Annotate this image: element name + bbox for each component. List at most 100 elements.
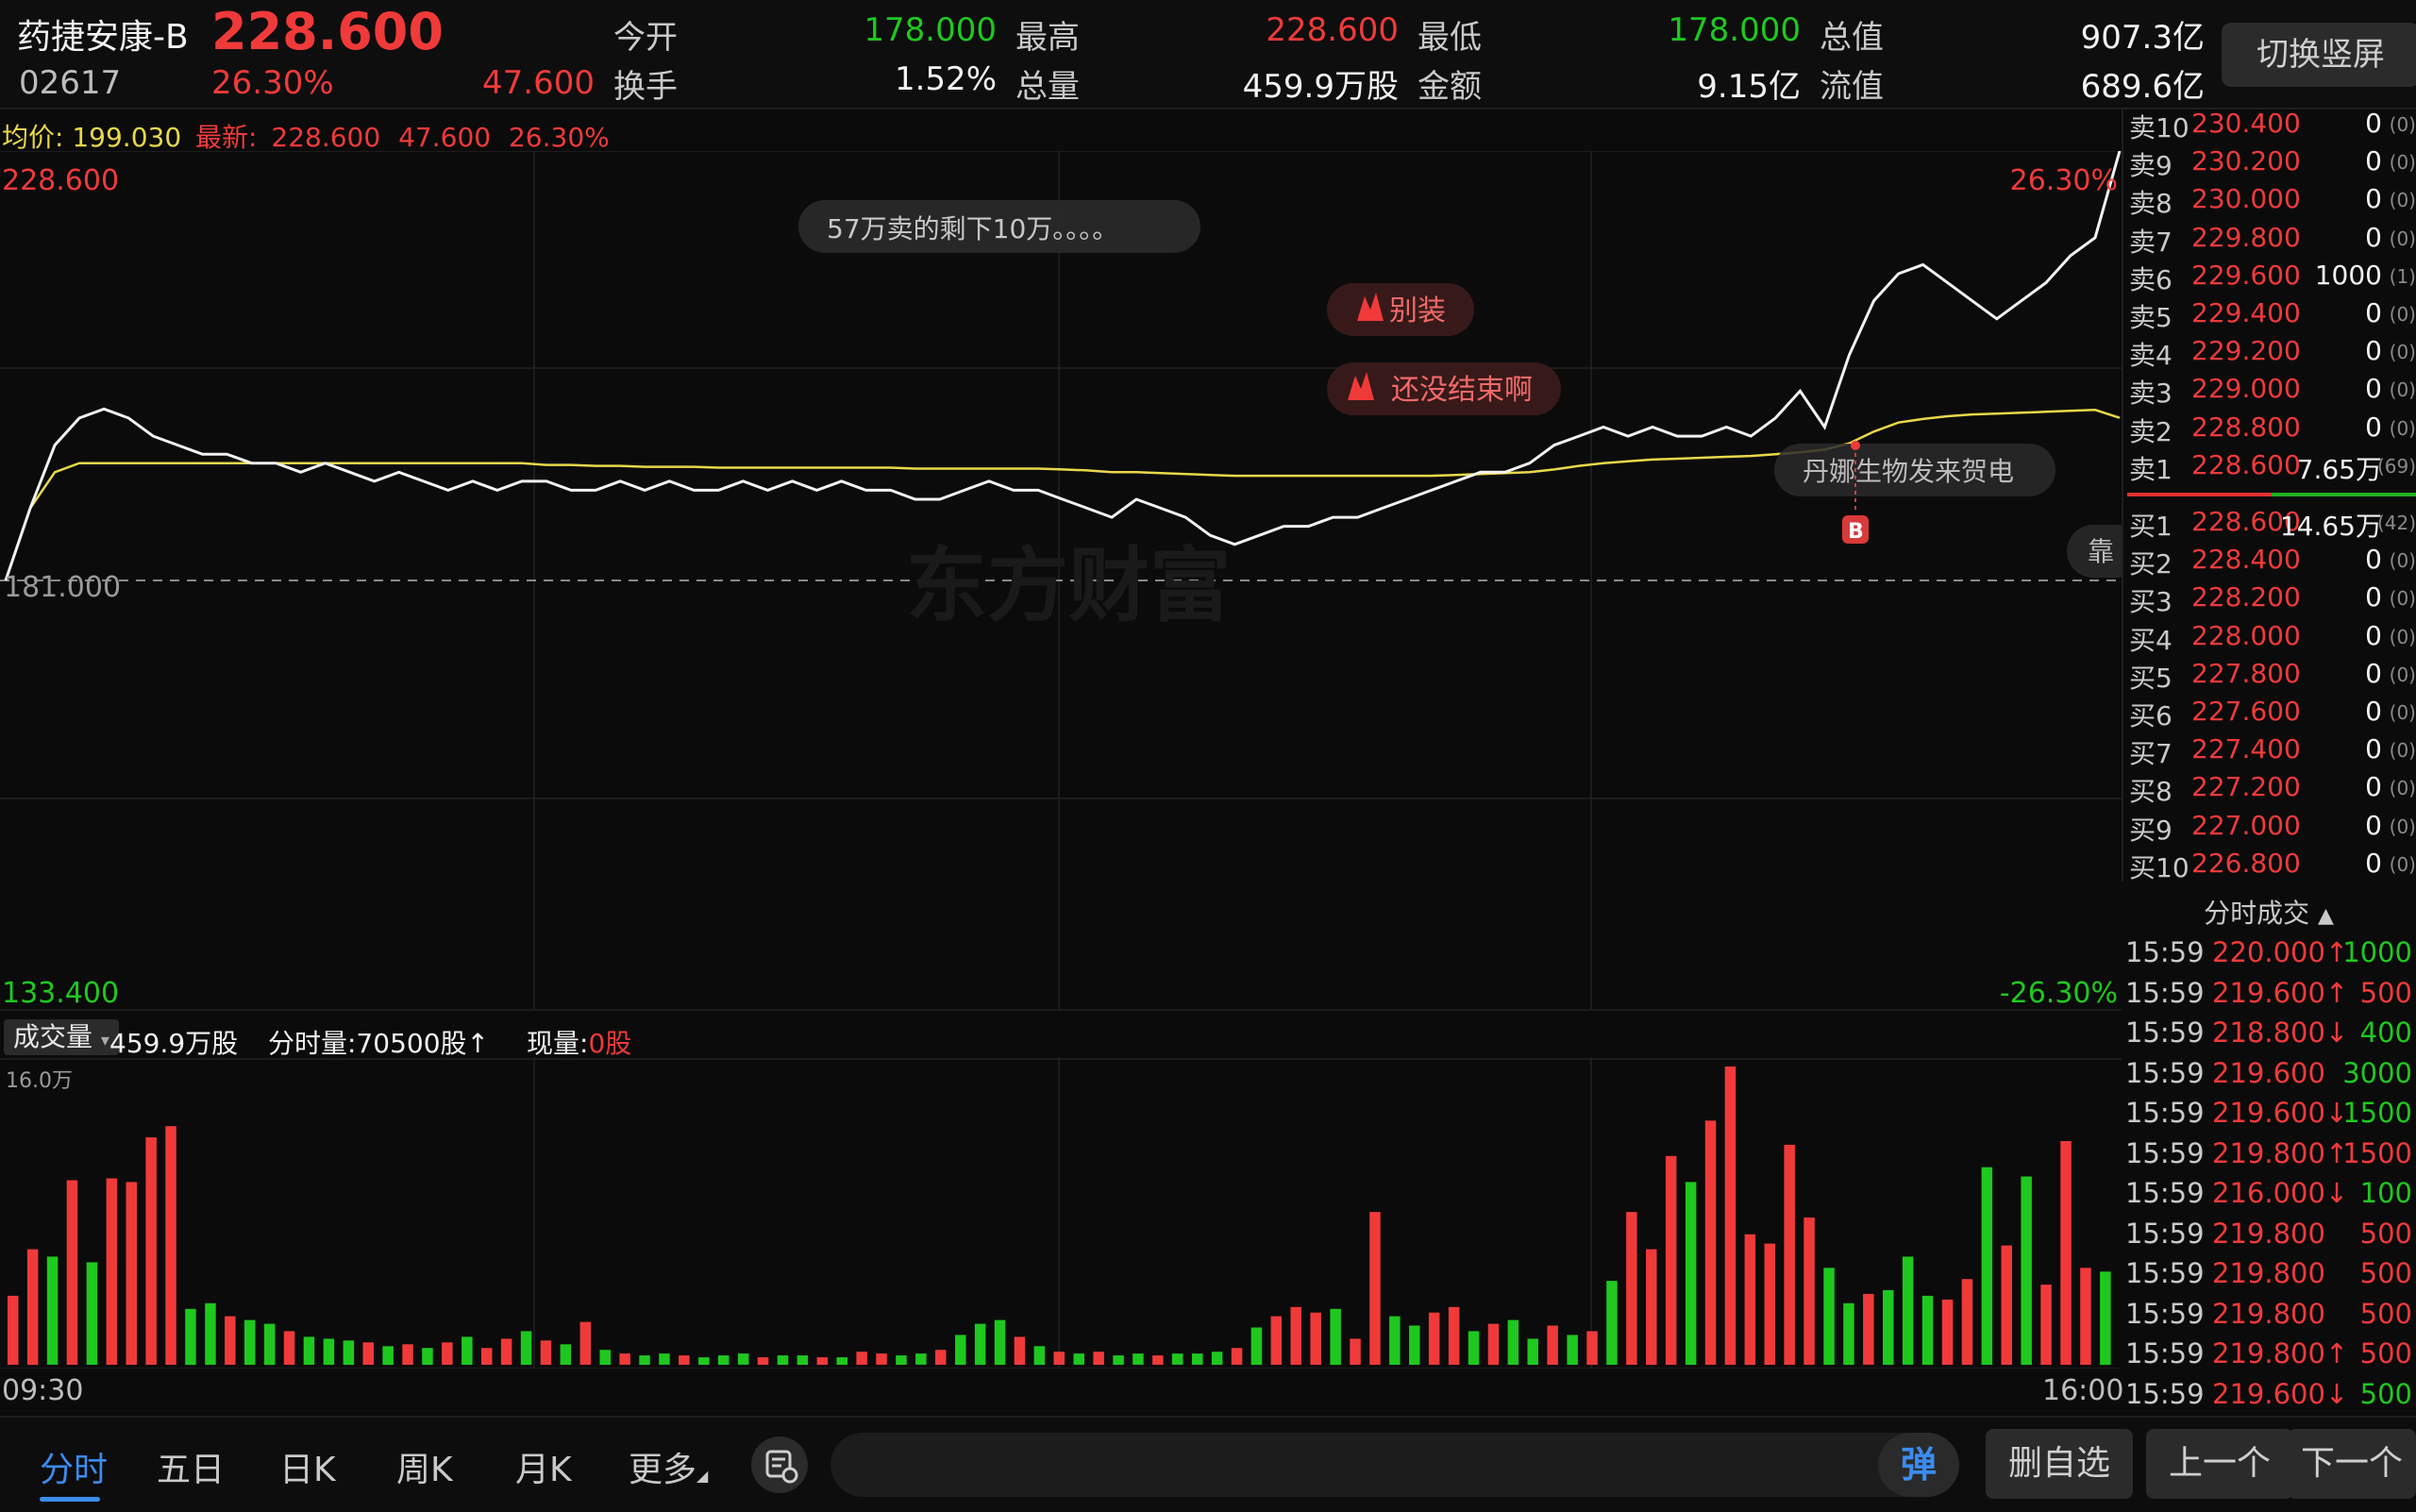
danmu-icon: 弹 bbox=[1900, 1444, 1937, 1486]
bid-level-label: 买6 bbox=[2129, 700, 2173, 731]
tick-time: 15:59 bbox=[2125, 1097, 2205, 1129]
ask-order-count: (0) bbox=[2389, 227, 2416, 250]
volume-bar bbox=[1350, 1338, 1361, 1365]
volume-bar bbox=[1961, 1279, 1973, 1365]
volume-bar bbox=[1053, 1352, 1065, 1365]
tick-volume: 500 bbox=[2359, 976, 2412, 1009]
ask-row[interactable]: 卖4 229.200 0 (0) bbox=[2129, 335, 2416, 373]
ask-row[interactable]: 卖10 230.400 0 (0) bbox=[2129, 108, 2416, 145]
ask-row[interactable]: 卖2 228.800 0 (0) bbox=[2129, 412, 2416, 449]
tick-price: 219.600↓ bbox=[2212, 1377, 2349, 1410]
bid-row[interactable]: 买8 227.200 0 (0) bbox=[2129, 771, 2416, 809]
comment-bubble[interactable]: 别装 bbox=[1327, 283, 1474, 336]
volume-bar bbox=[1823, 1268, 1835, 1365]
tab-weekly-k[interactable]: 周K bbox=[396, 1451, 453, 1489]
ask-row[interactable]: 卖7 229.800 0 (0) bbox=[2129, 222, 2416, 260]
tab-five-day[interactable]: 五日 bbox=[157, 1451, 226, 1489]
tick-price: 219.600 bbox=[2212, 1056, 2325, 1089]
ticks-title[interactable]: 分时成交 ▲ bbox=[2122, 893, 2416, 931]
tick-row: 15:59 220.000↑ 1000 bbox=[2125, 936, 2414, 974]
ask-row[interactable]: 卖3 229.000 0 (0) bbox=[2129, 373, 2416, 411]
volume-bar bbox=[1724, 1067, 1736, 1365]
ask-price: 229.800 bbox=[2191, 221, 2301, 253]
volume-bar bbox=[1685, 1182, 1697, 1365]
bid-order-count: (0) bbox=[2389, 815, 2416, 838]
ask-row[interactable]: 卖1 228.600 7.65万 (69) bbox=[2129, 449, 2416, 487]
bid-order-count: (0) bbox=[2389, 625, 2416, 648]
volume-bar bbox=[26, 1249, 39, 1366]
tick-time: 15:59 bbox=[2125, 1297, 2205, 1330]
change-amount: 47.600 bbox=[482, 64, 595, 102]
bid-level-label: 买3 bbox=[2129, 586, 2173, 618]
interval-volume: 分时量:70500股↑ bbox=[268, 1028, 489, 1059]
bid-row[interactable]: 买3 228.200 0 (0) bbox=[2129, 581, 2416, 619]
bid-price: 227.400 bbox=[2191, 733, 2301, 765]
ask-row[interactable]: 卖9 230.200 0 (0) bbox=[2129, 145, 2416, 183]
comment-text: 丹娜生物发来贺电 bbox=[1803, 456, 2014, 487]
volume-bar bbox=[619, 1353, 630, 1365]
y-max-label: 228.600 bbox=[2, 164, 119, 197]
comment-icon-button[interactable] bbox=[751, 1436, 808, 1493]
tab-intraday[interactable]: 分时 bbox=[40, 1451, 109, 1489]
volume-bar bbox=[244, 1319, 256, 1365]
next-stock-button[interactable]: 下一个 bbox=[2288, 1429, 2416, 1499]
volume-bar bbox=[1843, 1302, 1854, 1365]
buy-marker[interactable]: B bbox=[1842, 441, 1869, 544]
tick-time: 15:59 bbox=[2125, 1016, 2205, 1049]
comment-input[interactable] bbox=[830, 1433, 1959, 1497]
bid-row[interactable]: 买7 227.400 0 (0) bbox=[2129, 733, 2416, 771]
previous-stock-button[interactable]: 上一个 bbox=[2146, 1429, 2293, 1499]
ask-qty: 0 bbox=[2365, 221, 2382, 253]
comment-bubble[interactable]: 还没结束啊 bbox=[1327, 362, 1561, 415]
tick-time: 15:59 bbox=[2125, 1377, 2205, 1410]
comment-bubble[interactable]: 靠 bbox=[2067, 525, 2122, 578]
bid-row[interactable]: 买1 228.600 14.65万 (42) bbox=[2129, 506, 2416, 544]
ask-price: 228.600 bbox=[2191, 448, 2301, 480]
avg-price-info: 均价: 199.030 最新: 228.600 47.600 26.30% bbox=[2, 117, 610, 155]
volume-bar bbox=[461, 1336, 473, 1365]
tick-row: 15:59 216.000↓ 100 bbox=[2125, 1177, 2414, 1215]
danmu-toggle-button[interactable]: 弹 bbox=[1878, 1433, 1959, 1497]
volume-bar bbox=[994, 1319, 1006, 1365]
remove-favorite-button[interactable]: 删自选 bbox=[1986, 1429, 2133, 1499]
tick-volume: 1500 bbox=[2342, 1097, 2412, 1129]
tick-time: 15:59 bbox=[2125, 936, 2205, 968]
ask-qty: 7.65万 bbox=[2296, 453, 2382, 485]
comment-bubble[interactable]: 57万卖的剩下10万。。。。 bbox=[798, 200, 1200, 253]
volume-bar bbox=[737, 1353, 749, 1365]
volume-indicator-select[interactable]: 成交量 ▾ bbox=[4, 1019, 119, 1055]
volume-bar bbox=[126, 1182, 137, 1365]
bid-row[interactable]: 买10 226.800 0 (0) bbox=[2129, 848, 2416, 885]
tab-more[interactable]: 更多◢ bbox=[629, 1442, 708, 1491]
tick-price: 219.800↑ bbox=[2212, 1337, 2349, 1369]
ask-level-label: 卖1 bbox=[2129, 453, 2173, 485]
volume-bar bbox=[540, 1340, 552, 1365]
avg-price-line bbox=[4, 409, 2121, 581]
ask-row[interactable]: 卖6 229.600 1000 (1) bbox=[2129, 260, 2416, 297]
tick-price: 219.800 bbox=[2212, 1217, 2325, 1250]
tab-daily-k[interactable]: 日K bbox=[279, 1451, 336, 1489]
bid-row[interactable]: 买6 227.600 0 (0) bbox=[2129, 696, 2416, 733]
bid-level-label: 买4 bbox=[2129, 624, 2173, 656]
x-end-label: 16:00 bbox=[2042, 1374, 2124, 1407]
bid-row[interactable]: 买5 227.800 0 (0) bbox=[2129, 658, 2416, 696]
volume-bar bbox=[2001, 1245, 2012, 1365]
volume-bar bbox=[659, 1353, 670, 1365]
volume-bar bbox=[1547, 1325, 1558, 1365]
bid-row[interactable]: 买9 227.000 0 (0) bbox=[2129, 810, 2416, 848]
bid-order-count: (0) bbox=[2389, 739, 2416, 763]
intraday-chart[interactable]: 东方财富 228.600 133.400 26.30% -26.30% 181.… bbox=[0, 151, 2122, 1019]
ask-row[interactable]: 卖8 230.000 0 (0) bbox=[2129, 183, 2416, 221]
bid-row[interactable]: 买2 228.400 0 (0) bbox=[2129, 544, 2416, 581]
volume-bar bbox=[481, 1348, 493, 1365]
comment-text: 靠 bbox=[2088, 536, 2114, 567]
ask-order-count: (0) bbox=[2389, 378, 2416, 402]
tab-monthly-k[interactable]: 月K bbox=[515, 1451, 572, 1489]
bid-row[interactable]: 买4 228.000 0 (0) bbox=[2129, 620, 2416, 658]
switch-portrait-button[interactable]: 切换竖屏 bbox=[2222, 23, 2416, 87]
comment-bubble[interactable]: 丹娜生物发来贺电 bbox=[1774, 444, 2055, 496]
volume-bar bbox=[1033, 1346, 1046, 1366]
volume-bar bbox=[974, 1323, 986, 1366]
volume-bar bbox=[797, 1355, 809, 1365]
ask-row[interactable]: 卖5 229.400 0 (0) bbox=[2129, 297, 2416, 335]
